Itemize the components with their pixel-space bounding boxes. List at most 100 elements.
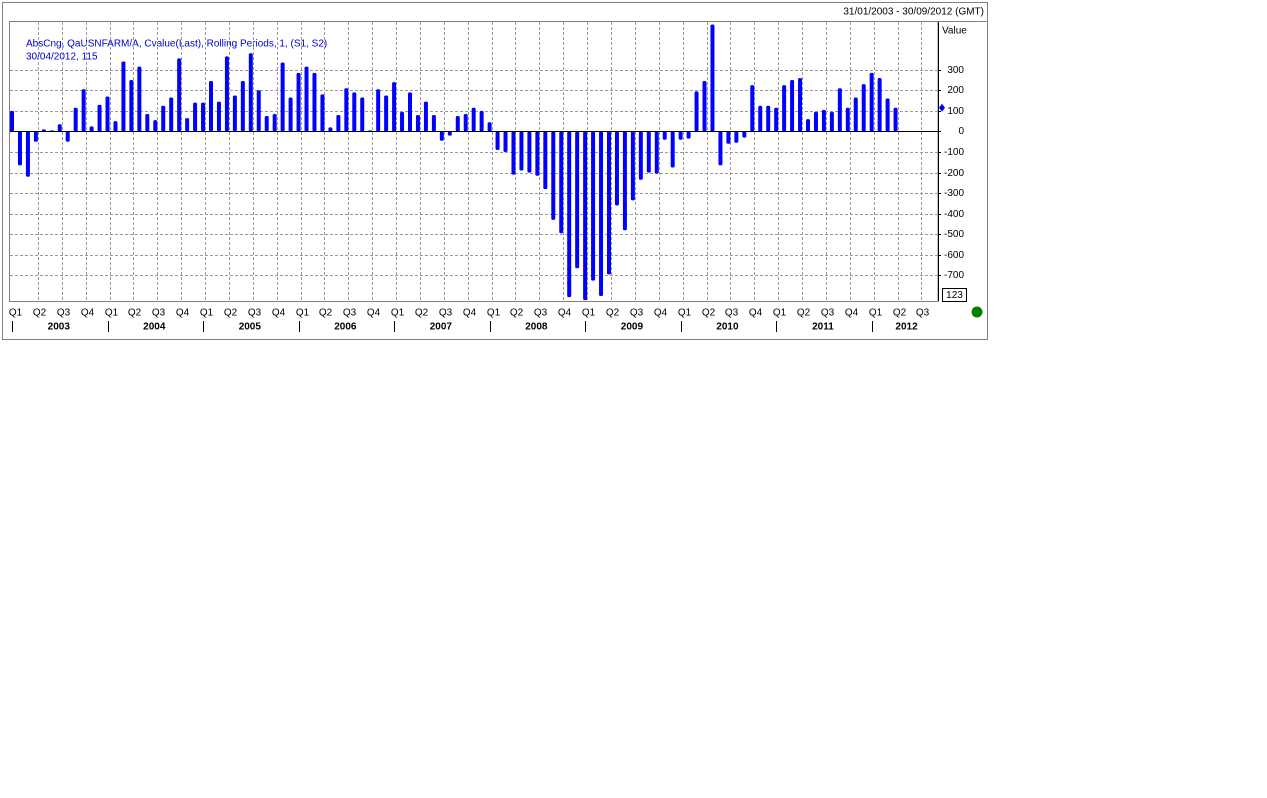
bar <box>193 102 198 132</box>
x-tick-label: Q2 <box>224 308 238 319</box>
x-tick-label: Q2 <box>33 308 47 319</box>
bar <box>10 110 14 132</box>
bar <box>447 131 452 136</box>
bar <box>272 113 277 132</box>
bar <box>439 131 444 141</box>
x-tick-label: Q3 <box>343 308 357 319</box>
y-tick-label: -300 <box>944 188 964 199</box>
y-tick-label: 200 <box>947 85 964 96</box>
bar <box>296 72 301 132</box>
bar <box>821 109 826 132</box>
bar <box>487 122 492 132</box>
bar <box>169 97 174 132</box>
x-tick-label: Q3 <box>725 308 739 319</box>
x-tick-label: Q4 <box>654 308 668 319</box>
bar <box>829 111 834 132</box>
bar <box>798 77 803 132</box>
x-tick-label: Q1 <box>869 308 883 319</box>
year-label: 2006 <box>334 322 357 333</box>
y-tick-label: 100 <box>947 106 964 117</box>
bar <box>455 116 460 132</box>
y-tick-label: -600 <box>944 250 964 261</box>
bar <box>209 81 213 132</box>
bar <box>41 129 46 132</box>
bar <box>734 131 739 143</box>
bar <box>551 131 556 220</box>
bar <box>320 94 325 132</box>
bar <box>33 131 38 142</box>
legend-line: AbsCng, QaUSNFARM/A, Cvalue(Last), Rolli… <box>26 39 327 50</box>
bar <box>654 131 659 174</box>
bar <box>527 131 532 173</box>
cursor-box <box>942 288 967 302</box>
legend-line: 30/04/2012, 115 <box>26 52 98 63</box>
bar <box>161 105 166 132</box>
x-tick-label: Q2 <box>702 308 716 319</box>
bar <box>177 58 182 132</box>
bar <box>861 84 866 132</box>
bar <box>503 131 508 153</box>
bar <box>256 90 261 132</box>
bar <box>288 97 293 132</box>
year-label: 2003 <box>48 322 71 333</box>
bar <box>423 101 428 132</box>
bar <box>224 56 229 132</box>
x-tick-label: Q3 <box>630 308 644 319</box>
x-tick-label: Q2 <box>797 308 811 319</box>
bar <box>694 91 699 132</box>
x-tick-label: Q3 <box>57 308 71 319</box>
bar <box>352 92 357 132</box>
bar <box>280 62 285 132</box>
bar <box>774 107 779 132</box>
y-tick-label: 0 <box>958 126 964 137</box>
bar <box>400 111 405 132</box>
bar <box>790 80 795 132</box>
bar <box>153 120 158 132</box>
bar <box>806 119 810 132</box>
x-tick-label: Q2 <box>510 308 524 319</box>
bar <box>782 85 787 132</box>
bar <box>646 131 651 173</box>
bar <box>559 131 564 234</box>
x-tick-label: Q4 <box>176 308 190 319</box>
bar <box>328 127 333 132</box>
bar <box>535 131 540 176</box>
bar <box>567 131 572 298</box>
x-tick-label: Q4 <box>558 308 572 319</box>
bar <box>670 131 675 168</box>
bar <box>344 88 349 132</box>
bar <box>853 97 858 132</box>
bar <box>121 61 126 132</box>
year-label: 2004 <box>143 322 166 333</box>
x-tick-label: Q3 <box>916 308 930 319</box>
bar <box>837 88 842 132</box>
bar <box>304 66 309 132</box>
year-label: 2005 <box>239 322 262 333</box>
y-tick-label: -100 <box>944 147 964 158</box>
x-tick-label: Q1 <box>773 308 787 319</box>
x-tick-label: Q1 <box>391 308 405 319</box>
bar <box>726 131 731 144</box>
bar <box>893 107 898 132</box>
x-tick-label: Q2 <box>319 308 333 319</box>
bar <box>463 113 468 132</box>
bar <box>137 66 142 132</box>
x-tick-label: Q4 <box>463 308 477 319</box>
bar <box>750 85 755 132</box>
bar <box>312 72 317 132</box>
x-tick-label: Q4 <box>367 308 381 319</box>
bar <box>702 81 707 132</box>
y-axis-label: Value <box>942 26 967 37</box>
bar <box>638 131 643 180</box>
bar <box>662 131 667 140</box>
x-tick-label: Q4 <box>272 308 286 319</box>
bar <box>845 107 850 132</box>
bar <box>97 104 102 132</box>
y-tick-label: -200 <box>944 168 964 179</box>
x-tick-label: Q4 <box>845 308 859 319</box>
bar <box>376 89 381 132</box>
x-tick-label: Q2 <box>606 308 620 319</box>
last-value-marker <box>939 103 945 112</box>
bar <box>630 131 635 201</box>
